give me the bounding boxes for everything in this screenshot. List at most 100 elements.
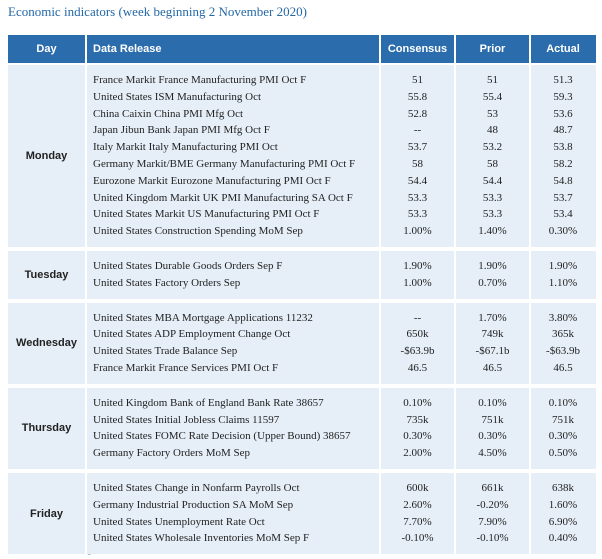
value-cell: 7.70% [403, 515, 432, 528]
value-cell: 58 [412, 158, 423, 170]
release-cell: United States Trade Balance Sep [93, 345, 238, 358]
value-cell: 1.90% [548, 260, 578, 272]
value-cell: 7.90% [478, 515, 507, 528]
value-cell: 46.5 [407, 362, 428, 374]
value-cell: 751k [552, 413, 574, 426]
release-cell: United States ISM Manufacturing Oct [93, 90, 262, 103]
value-cell: -0.10% [476, 532, 509, 545]
day-cell: Friday [29, 507, 63, 520]
value-cell: 53.3 [482, 191, 503, 204]
value-cell: 1.70% [478, 311, 507, 324]
value-cell: 0.10% [548, 396, 578, 409]
value-cell: 6.90% [548, 515, 578, 528]
row-group [8, 302, 596, 384]
row-group [8, 387, 596, 469]
release-cell: Japan Jibun Bank Japan PMI Mfg Oct F [93, 124, 270, 137]
value-cell: 1.00% [403, 276, 432, 289]
value-cell: 53.3 [407, 191, 428, 204]
value-cell: -- [413, 124, 422, 137]
value-cell: -0.10% [401, 532, 434, 545]
value-cell: 53.7 [407, 141, 428, 154]
value-cell: 54.4 [482, 174, 503, 187]
title: Economic indicators (week beginning 2 No… [8, 4, 307, 19]
value-cell: 735k [406, 413, 429, 426]
value-cell: 48 [487, 124, 498, 137]
value-cell: 2.60% [403, 498, 432, 511]
column-divider [454, 35, 456, 555]
day-cell: Thursday [21, 422, 72, 435]
column-divider [529, 35, 531, 555]
value-cell: 365k [552, 328, 574, 341]
value-cell: 0.10% [403, 396, 432, 409]
value-cell: 1.90% [478, 260, 507, 272]
value-cell: 1.40% [478, 225, 507, 238]
release-cell: Eurozone Markit Eurozone Manufacturing P… [93, 174, 331, 187]
release-cell: Germany Factory Orders MoM Sep [93, 447, 251, 460]
release-cell: United States Wholesale Inventories MoM … [93, 532, 310, 545]
row-group [8, 251, 596, 299]
release-cell: United States Initial Jobless Claims 115… [93, 413, 280, 426]
day-cell: Wednesday [16, 337, 77, 350]
value-cell: 58 [487, 158, 498, 170]
value-cell: 1.90% [403, 260, 432, 272]
release-cell: United States Markit US Manufacturing PM… [93, 208, 320, 221]
value-cell: 53 [487, 107, 498, 120]
value-cell: 46.5 [553, 362, 573, 374]
header-cell: Data Release [93, 43, 162, 55]
value-cell: 2.00% [403, 447, 432, 460]
release-cell: United Kingdom Bank of England Bank Rate… [93, 396, 324, 409]
value-cell: 53.3 [482, 208, 503, 221]
value-cell: 650k [406, 328, 429, 341]
value-cell: -$63.9b [400, 345, 435, 358]
release-cell: United States MBA Mortgage Applications … [93, 311, 313, 324]
value-cell: 59.3 [553, 90, 573, 103]
value-cell: 751k [481, 413, 504, 426]
value-cell: 53.6 [553, 107, 573, 120]
release-cell: United Kingdom Markit UK PMI Manufacturi… [93, 191, 353, 204]
value-cell: 1.10% [548, 276, 578, 289]
day-cell: Monday [25, 150, 68, 162]
value-cell: 53.2 [482, 141, 503, 154]
value-cell: 1.60% [548, 498, 578, 511]
release-cell: United States ADP Employment Change Oct [93, 328, 291, 341]
value-cell: -$63.9b [546, 345, 580, 358]
value-cell: 48.7 [553, 124, 573, 137]
value-cell: 4.50% [478, 447, 507, 460]
release-cell: China Caixin China PMI Mfg Oct [93, 107, 244, 120]
value-cell: 661k [481, 482, 504, 494]
value-cell: 53.3 [407, 208, 428, 221]
value-cell: 51 [412, 74, 423, 86]
value-cell: -0.20% [476, 498, 509, 511]
value-cell: -$67.1b [475, 345, 510, 358]
release-cell: Germany Industrial Production SA MoM Sep [93, 498, 294, 511]
value-cell: 0.10% [478, 396, 507, 409]
release-cell: Germany Markit/BME Germany Manufacturing… [93, 158, 356, 170]
value-cell: -- [413, 311, 422, 324]
value-cell: 0.40% [548, 532, 578, 545]
value-cell: 53.4 [553, 208, 573, 221]
value-cell: 0.30% [548, 225, 578, 238]
value-cell: 600k [406, 482, 429, 494]
value-cell: 0.30% [478, 430, 507, 443]
value-cell: 55.8 [407, 90, 428, 103]
header-cell: Prior [479, 43, 506, 55]
value-cell: 0.30% [548, 430, 578, 443]
release-cell: France Markit France Manufacturing PMI O… [93, 74, 307, 86]
header-bar [8, 35, 596, 63]
value-cell: 53.8 [553, 141, 573, 154]
release-cell: Italy Markit Italy Manufacturing PMI Oct [93, 141, 278, 154]
value-cell: 0.50% [548, 447, 578, 460]
row-group [8, 473, 596, 555]
release-cell: United States Change in Nonfarm Payrolls… [93, 482, 300, 494]
release-cell: United States Durable Goods Orders Sep F [93, 260, 283, 272]
value-cell: 53.7 [553, 191, 573, 204]
column-divider [85, 35, 87, 555]
value-cell: 54.4 [407, 174, 428, 187]
value-cell: 58.2 [553, 158, 573, 170]
release-cell: United States Factory Orders Sep [93, 276, 241, 289]
day-cell: Tuesday [24, 268, 69, 281]
value-cell: 3.80% [548, 311, 578, 324]
value-cell: 52.8 [407, 107, 428, 120]
value-cell: 51.3 [553, 74, 573, 86]
